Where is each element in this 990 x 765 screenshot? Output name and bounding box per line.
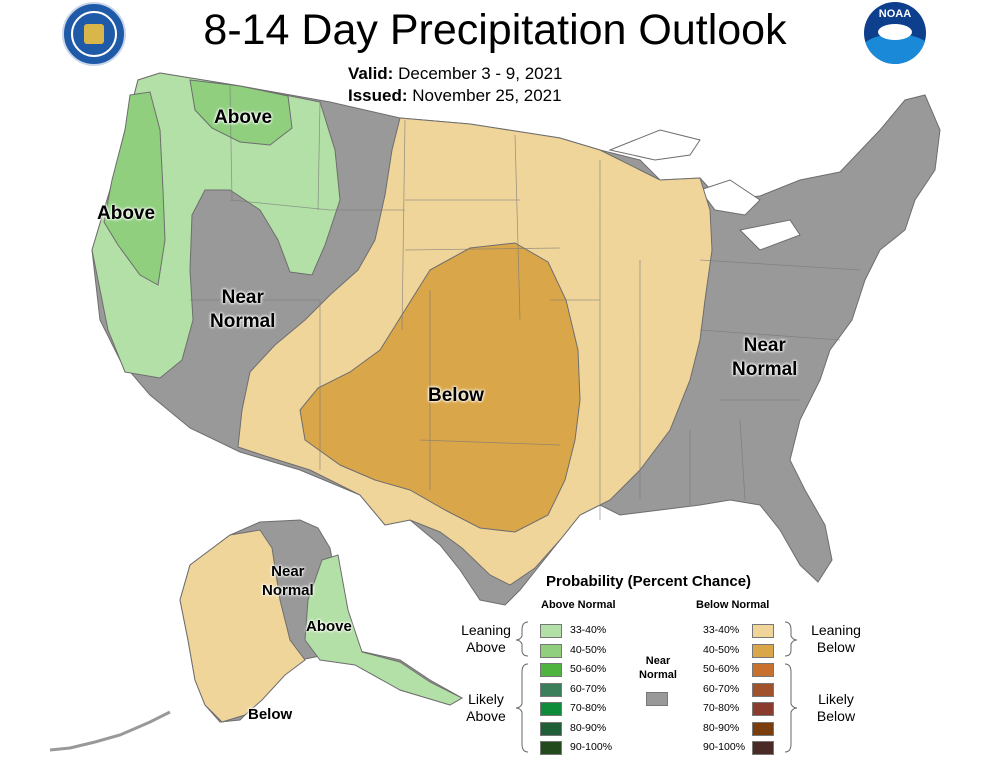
legend-above-swatch-7 [540,741,562,755]
issued-label: Issued: [348,86,408,105]
label-alaska-above: Above [306,618,352,635]
legend-below-range-5: 70-80% [703,702,740,714]
label-near-normal-west-line2: Normal [210,311,276,332]
above-normal-northwest-core [189,79,293,146]
legend-leaning-above-line1: Leaning [461,622,511,638]
legend-below-range-3: 50-60% [703,663,740,675]
legend-above-swatch-4 [540,682,562,697]
label-near-normal-east-line1: Near [743,335,786,356]
legend-above-range-6: 80-90% [570,721,607,734]
legend-above-range-5: 70-80% [570,702,607,714]
label-above-northwest: Above [214,107,273,128]
legend-above-swatch-3 [540,663,562,677]
legend-below-swatch-3 [752,663,774,677]
legend-above-range-3: 50-60% [570,663,607,675]
legend-above-swatch-1 [540,624,562,638]
alaska-below-normal-region [179,529,306,723]
label-near-normal-west: Near Normal [210,286,275,334]
legend-below-swatch-2 [752,643,774,658]
label-near-normal-east-line2: Normal [732,359,798,380]
legend-below-swatch-6 [752,721,774,736]
noaa-logo: NOAA [864,2,926,64]
below-normal-core-region [299,242,581,533]
label-near-normal-east: Near Normal [732,334,797,382]
label-below-central: Below [428,385,484,406]
legend-above-swatch-2 [540,643,562,658]
legend-likely-below-line2: Below [816,708,856,724]
legend-near-normal-line2: Normal [639,669,677,681]
legend-likely-above: Likely Above [456,691,516,725]
legend-leaning-above: Leaning Above [456,622,516,656]
legend-leaning-below: Leaning Below [806,622,866,656]
above-normal-coast-core [103,91,166,286]
legend-above-header: Above Normal [541,599,616,611]
legend-near-normal-swatch [646,692,668,706]
legend-above-range-7: 90-100% [570,741,613,753]
label-alaska-below: Below [248,706,293,723]
legend-below-range-6: 80-90% [703,721,740,734]
legend-above-range-4: 60-70% [570,682,607,695]
legend-leaning-below-line2: Below [816,639,856,655]
label-alaska-near-normal: Near Normal [262,562,314,600]
legend-above-swatch-6 [540,721,562,736]
label-above-west-coast: Above [97,203,156,224]
label-near-normal-west-line1: Near [221,287,264,308]
issued-line: Issued: November 25, 2021 [348,86,562,106]
legend-below-swatch-5 [752,702,774,716]
issued-date: November 25, 2021 [412,86,562,105]
legend-title: Probability (Percent Chance) [546,573,752,590]
legend-below-range-1: 33-40% [703,624,740,636]
legend-likely-above-line2: Above [466,708,506,724]
legend-above-range-1: 33-40% [570,624,607,636]
label-alaska-near-normal-line1: Near [271,563,305,580]
commerce-seal-logo [62,2,126,66]
legend-leaning-below-line1: Leaning [811,622,861,638]
legend-likely-below-line1: Likely [818,691,854,707]
legend-below-header: Below Normal [696,599,770,611]
alaska-above-normal-region [304,554,464,706]
legend-below-swatch-4 [752,682,774,697]
valid-line: Valid: December 3 - 9, 2021 [348,64,563,84]
valid-dates: December 3 - 9, 2021 [398,64,563,83]
legend-below-range-4: 60-70% [703,682,740,695]
legend-below-swatch-7 [752,741,774,755]
legend-near-normal: Near Normal [636,654,680,682]
legend-above-swatch-5 [540,702,562,716]
aleutian-islands [49,710,171,752]
legend-near-normal-line1: Near [645,655,671,667]
valid-label: Valid: [348,64,394,83]
legend-likely-below: Likely Below [806,691,866,725]
legend-below-range-7: 90-100% [703,741,746,753]
label-alaska-near-normal-line2: Normal [262,582,314,599]
map-title: 8-14 Day Precipitation Outlook [203,6,787,54]
legend-above-range-2: 40-50% [570,643,607,656]
legend-below-range-2: 40-50% [703,643,740,656]
legend-likely-above-line1: Likely [468,691,504,707]
legend-leaning-above-line2: Above [466,639,506,655]
legend-below-swatch-1 [752,624,774,638]
